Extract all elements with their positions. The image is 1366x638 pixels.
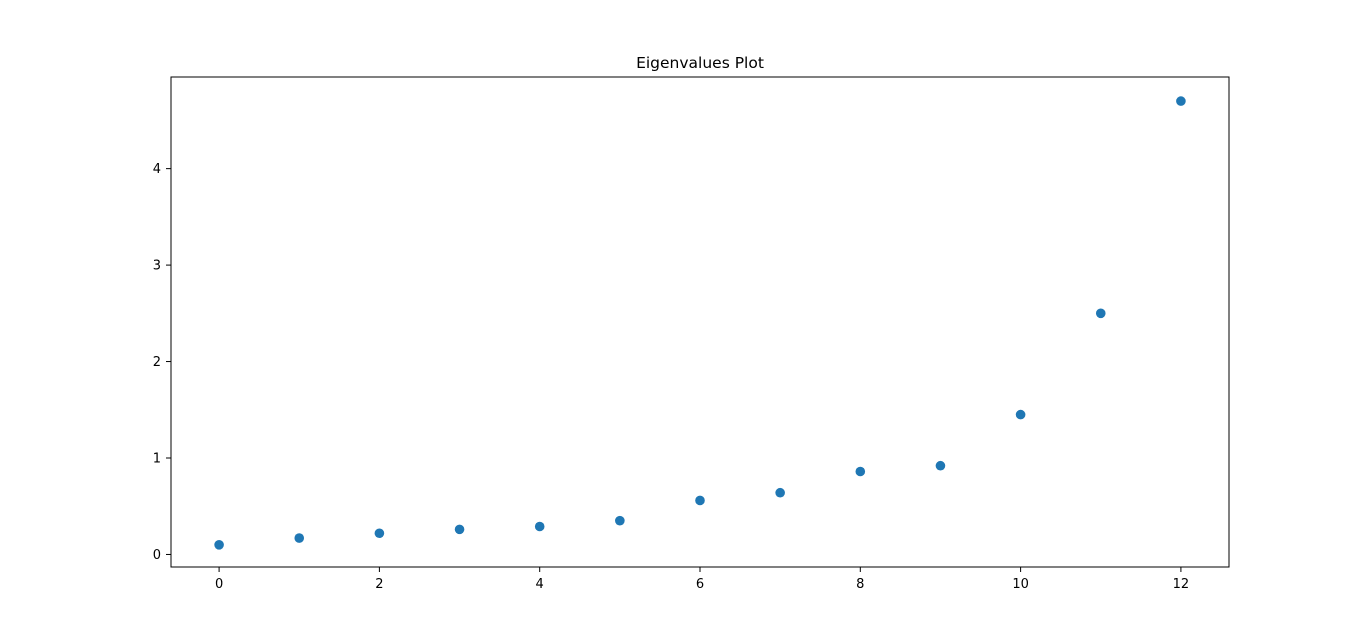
x-tick-label: 4 bbox=[536, 577, 544, 592]
plot-frame bbox=[170, 76, 1230, 568]
data-point bbox=[294, 533, 305, 543]
y-tick-label: 2 bbox=[153, 355, 161, 370]
data-point bbox=[374, 528, 385, 539]
y-axis: 0 1 2 3 4 bbox=[153, 162, 171, 563]
x-tick-label: 0 bbox=[215, 577, 223, 592]
data-point bbox=[1015, 409, 1026, 420]
y-tick-label: 4 bbox=[153, 162, 161, 177]
y-tick-label: 0 bbox=[153, 548, 161, 563]
chart-title: Eigenvalues Plot bbox=[636, 54, 764, 72]
y-tick-label: 3 bbox=[153, 259, 161, 274]
data-point bbox=[855, 466, 866, 477]
data-point bbox=[534, 521, 545, 532]
y-tick-label: 1 bbox=[153, 452, 161, 467]
x-tick-label: 12 bbox=[1173, 577, 1190, 592]
x-tick-label: 8 bbox=[856, 577, 864, 592]
data-point bbox=[695, 495, 705, 506]
data-point bbox=[1095, 308, 1106, 319]
data-point bbox=[454, 524, 465, 535]
x-tick-label: 2 bbox=[375, 577, 383, 592]
data-point bbox=[615, 515, 625, 526]
x-tick-label: 10 bbox=[1012, 577, 1029, 592]
x-axis: 0 2 4 6 8 10 12 bbox=[215, 567, 1189, 592]
data-point bbox=[214, 540, 224, 550]
x-tick-label: 6 bbox=[696, 577, 704, 592]
data-point bbox=[935, 460, 946, 471]
data-point bbox=[1176, 96, 1186, 106]
data-point bbox=[775, 487, 785, 498]
data-points bbox=[214, 96, 1186, 550]
